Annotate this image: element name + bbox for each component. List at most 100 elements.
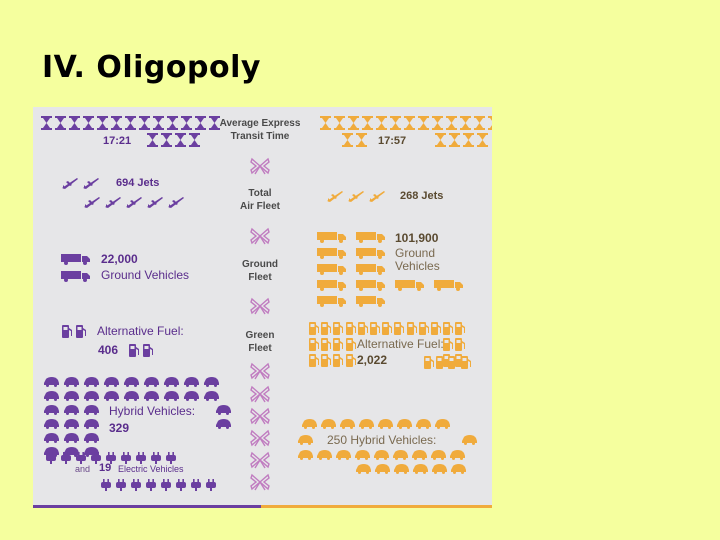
- hourglass-icon: [195, 116, 206, 130]
- car-icon: [143, 377, 160, 387]
- slide-title: IV. Oligopoly: [42, 50, 261, 85]
- hourglass-icon: [334, 116, 345, 130]
- bow-icon: [249, 157, 271, 175]
- hourglass-icon: [189, 133, 200, 147]
- jet-icon: [83, 195, 101, 209]
- bow-icon: [249, 473, 271, 491]
- car-icon: [123, 391, 140, 401]
- car-icon: [143, 391, 160, 401]
- car-icon: [83, 377, 100, 387]
- right-hourglass-row-2a: [342, 133, 367, 147]
- fuel-pump-icon: [461, 355, 472, 369]
- hourglass-icon: [488, 116, 492, 130]
- hourglass-icon: [446, 116, 457, 130]
- car-icon: [392, 450, 409, 460]
- left-jets-row-1: [61, 176, 100, 190]
- car-icon: [43, 377, 60, 387]
- hourglass-icon: [477, 133, 488, 147]
- fuel-pump-icon: [309, 353, 320, 367]
- hourglass-icon: [167, 116, 178, 130]
- car-icon: [434, 419, 451, 429]
- bow-icon: [249, 297, 271, 315]
- hourglass-icon: [460, 116, 471, 130]
- car-icon: [83, 405, 100, 415]
- truck-icon: [317, 280, 347, 291]
- car-icon: [316, 450, 333, 460]
- car-icon: [374, 464, 391, 474]
- plug-icon: [175, 479, 187, 491]
- hourglass-icon: [463, 133, 474, 147]
- hourglass-icon: [175, 133, 186, 147]
- left-trucks: [61, 254, 91, 282]
- car-icon: [183, 391, 200, 401]
- left-ground-count: 22,000: [101, 252, 138, 266]
- left-hourglass-row-2: [147, 133, 200, 147]
- hourglass-icon: [69, 116, 80, 130]
- hourglass-icon: [41, 116, 52, 130]
- jet-icon: [61, 176, 79, 190]
- car-icon: [43, 419, 60, 429]
- plug-icon: [120, 452, 132, 464]
- plug-icon: [130, 479, 142, 491]
- fuel-pump-icon: [333, 353, 344, 367]
- jet-icon: [368, 189, 386, 203]
- center-label-transit: Average Express Transit Time: [219, 118, 301, 142]
- car-icon: [373, 450, 390, 460]
- fuel-pump-icon: [62, 324, 73, 338]
- car-icon: [63, 405, 80, 415]
- fuel-pump-icon: [76, 324, 87, 338]
- hourglass-icon: [348, 116, 359, 130]
- hourglass-icon: [147, 133, 158, 147]
- hourglass-icon: [83, 116, 94, 130]
- car-icon: [354, 450, 371, 460]
- left-jets-label: 694 Jets: [116, 177, 160, 189]
- bow-icon: [249, 362, 271, 380]
- plug-icon: [160, 479, 172, 491]
- hourglass-icon: [432, 116, 443, 130]
- fuel-pump-icon: [333, 321, 344, 335]
- right-hourglass-row-2b: [435, 133, 488, 147]
- hourglass-icon: [125, 116, 136, 130]
- truck-icon: [317, 264, 347, 275]
- fuel-pump-icon: [346, 353, 357, 367]
- bow-icon: [249, 227, 271, 245]
- bow-icon: [249, 385, 271, 403]
- plug-icon: [205, 479, 217, 491]
- car-icon: [411, 450, 428, 460]
- car-icon: [163, 391, 180, 401]
- truck-icon: [61, 254, 91, 265]
- truck-icon: [356, 296, 386, 307]
- left-ground-label: Ground Vehicles: [101, 268, 190, 282]
- left-hybrid-label: Hybrid Vehicles:: [109, 404, 196, 418]
- fuel-pump-icon: [394, 321, 405, 335]
- left-alt-fuel-count: 406: [98, 343, 119, 357]
- car-icon: [83, 419, 100, 429]
- hourglass-icon: [376, 116, 387, 130]
- fuel-pump-icon: [443, 337, 454, 351]
- car-icon: [215, 405, 232, 415]
- fuel-pump-icon: [129, 343, 140, 357]
- plug-icon: [135, 452, 147, 464]
- fuel-pump-icon: [346, 337, 357, 351]
- hourglass-icon: [55, 116, 66, 130]
- car-icon: [83, 391, 100, 401]
- fuel-pump-icon: [321, 353, 332, 367]
- plug-icon: [115, 479, 127, 491]
- left-electric-and: and: [75, 464, 91, 474]
- jet-icon: [125, 195, 143, 209]
- hourglass-icon: [153, 116, 164, 130]
- bow-icon: [249, 429, 271, 447]
- fuel-pump-icon: [370, 321, 381, 335]
- truck-icon: [317, 248, 347, 259]
- jet-icon: [326, 189, 344, 203]
- left-electric-label: Electric Vehicles: [118, 464, 184, 474]
- truck-icon: [356, 280, 386, 291]
- hourglass-icon: [474, 116, 485, 130]
- car-icon: [63, 433, 80, 443]
- bow-icon: [249, 407, 271, 425]
- truck-icon: [356, 232, 386, 243]
- truck-icon: [395, 280, 425, 291]
- car-icon: [320, 419, 337, 429]
- fuel-pump-icon: [436, 355, 447, 369]
- car-icon: [450, 464, 467, 474]
